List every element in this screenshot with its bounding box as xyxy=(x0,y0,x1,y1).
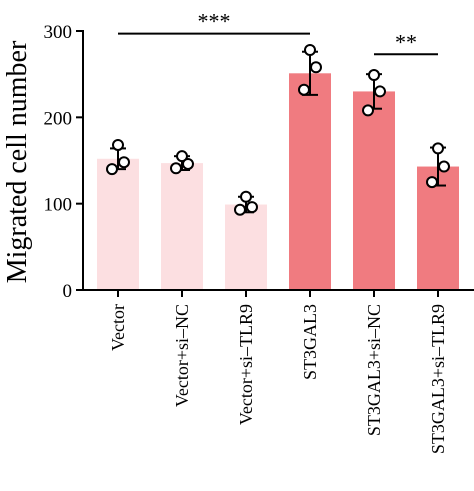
x-tick-label-4: ST3GAL3 xyxy=(300,304,320,380)
data-point-1-2 xyxy=(118,156,130,169)
data-point-2-3 xyxy=(170,162,182,175)
bar-4 xyxy=(289,73,331,290)
data-point-6-1 xyxy=(432,142,444,155)
x-tick-label-6: ST3GAL3+si–TLR9 xyxy=(428,304,448,454)
data-point-3-1 xyxy=(240,190,252,203)
y-tick-label-300: 300 xyxy=(44,22,73,43)
data-point-5-2 xyxy=(374,85,386,98)
x-tick-label-3: Vector+si–TLR9 xyxy=(236,304,256,425)
data-point-6-2 xyxy=(438,160,450,173)
data-point-2-2 xyxy=(182,157,194,170)
data-point-3-3 xyxy=(234,203,246,216)
data-point-4-2 xyxy=(310,61,322,74)
x-tick-label-2: Vector+si–NC xyxy=(172,304,192,407)
data-point-4-3 xyxy=(298,83,310,96)
significance-label-1: *** xyxy=(198,9,231,34)
bar-6 xyxy=(417,166,459,290)
data-point-5-3 xyxy=(362,104,374,117)
data-point-5-1 xyxy=(368,69,380,82)
bar-1 xyxy=(97,158,139,290)
data-point-2-1 xyxy=(176,150,188,163)
data-point-1-1 xyxy=(112,138,124,151)
bar-3 xyxy=(225,204,267,290)
bar-5 xyxy=(353,91,395,290)
data-point-6-3 xyxy=(426,176,438,189)
x-tick-label-5: ST3GAL3+si–NC xyxy=(364,304,384,436)
plot-area: 0 100 200 300 Vector Vector+si–NC Vector+si–TL… xyxy=(44,9,474,454)
x-tick-label-1: Vector xyxy=(108,304,128,351)
y-tick-label-200: 200 xyxy=(44,108,73,129)
y-tick-label-100: 100 xyxy=(44,195,73,216)
bar-2 xyxy=(161,163,203,290)
data-point-1-3 xyxy=(106,163,118,176)
data-point-4-1 xyxy=(304,43,316,56)
significance-label-2: ** xyxy=(395,29,417,54)
data-point-3-2 xyxy=(246,201,258,214)
y-tick-label-0: 0 xyxy=(63,281,73,302)
y-axis-label: Migrated cell number xyxy=(2,40,33,283)
